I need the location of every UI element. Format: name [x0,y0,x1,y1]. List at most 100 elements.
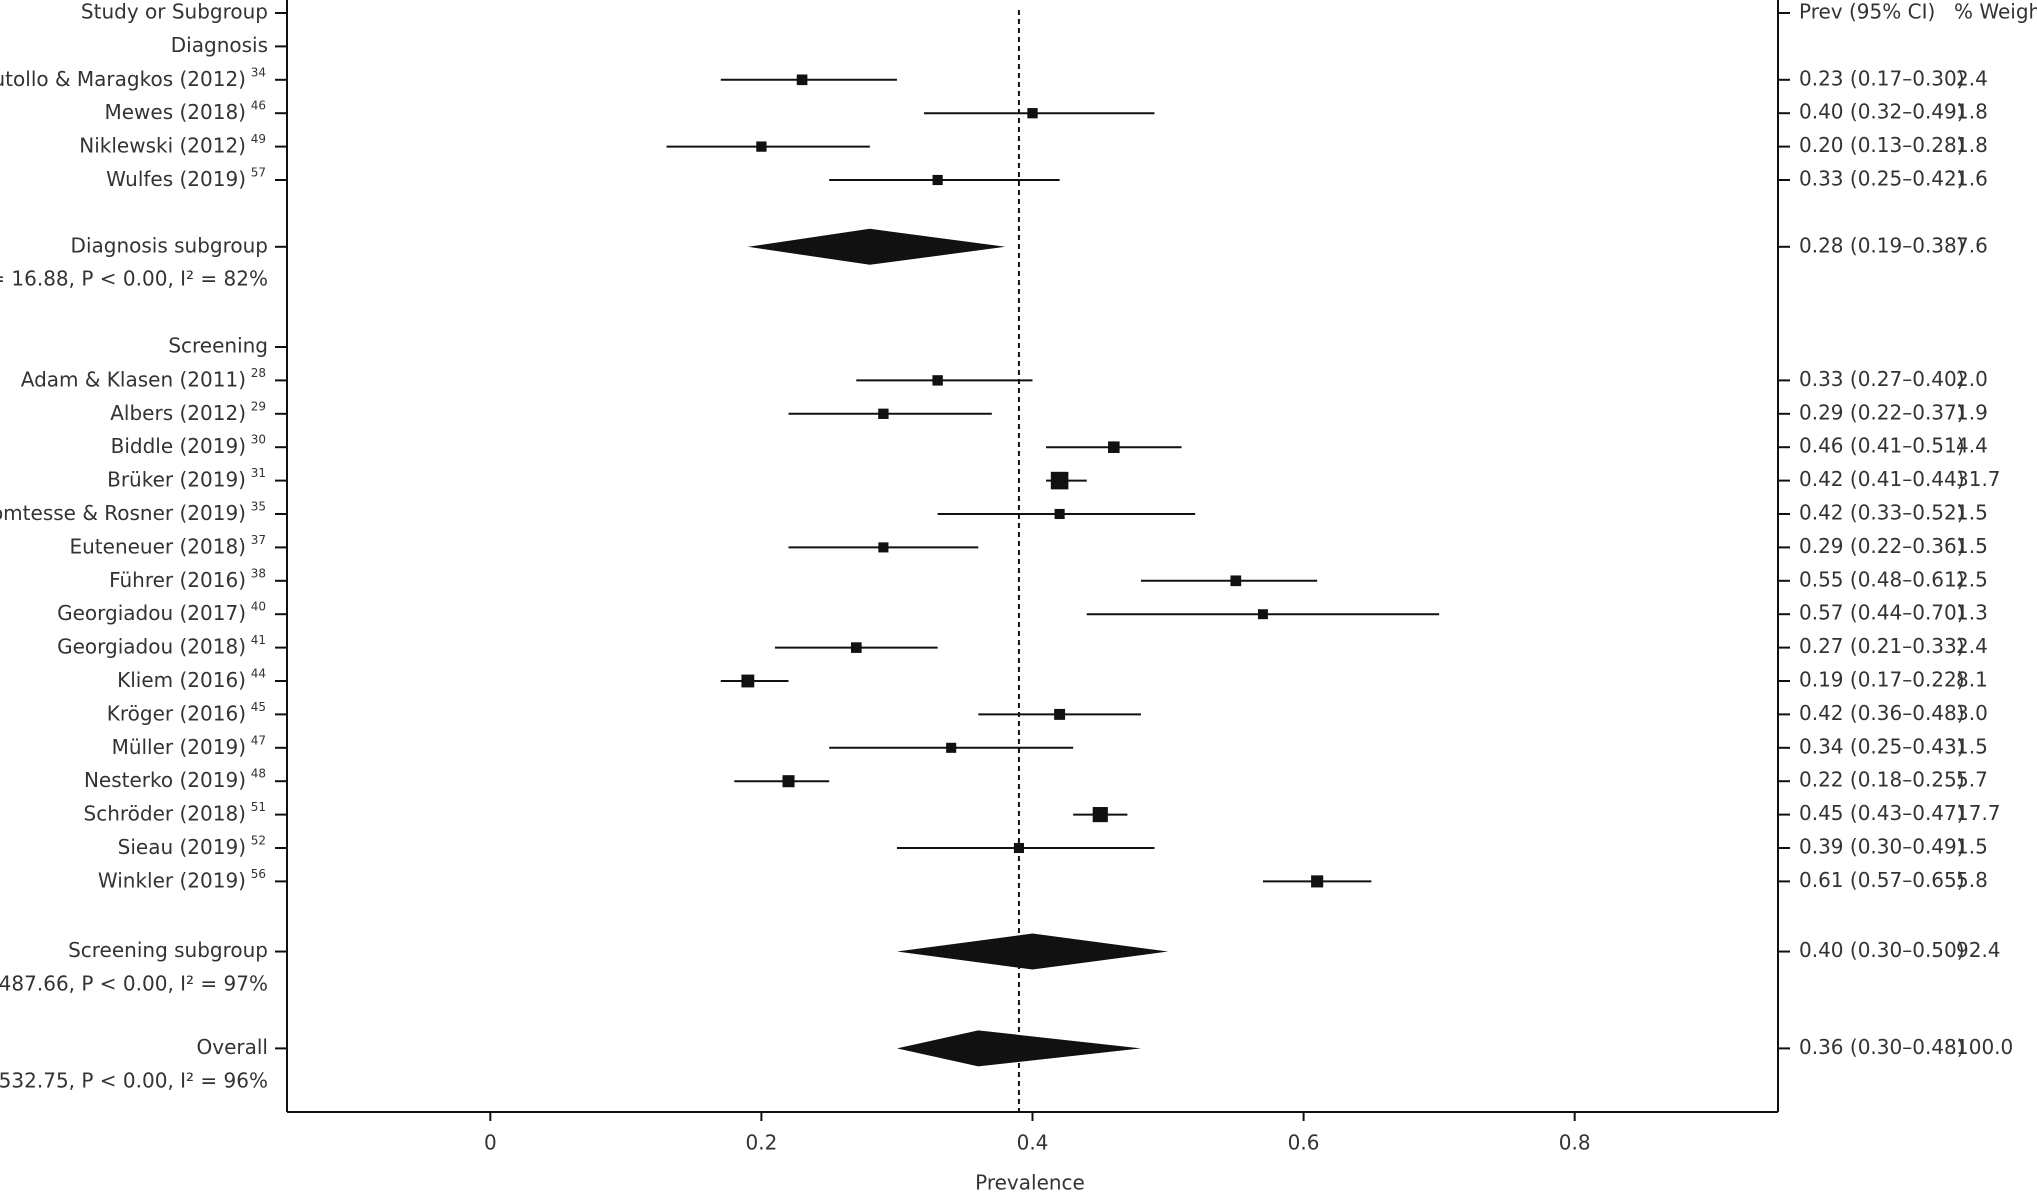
ci-label: 0.39 (0.30–0.49) [1799,835,1965,859]
weight-label: 2.4 [1956,66,1988,90]
study-name: Brüker (2019) [107,467,246,491]
weight-label: 4.4 [1956,434,1988,458]
ci-label: 0.34 (0.25–0.43) [1799,734,1965,758]
ci-label: 0.27 (0.21–0.33) [1799,634,1965,658]
study-name: Müller (2019) [112,734,246,758]
ci-label: 0.55 (0.48–0.61) [1799,567,1965,591]
ci-label: 0.22 (0.18–0.25) [1799,768,1965,792]
study-name: Winkler (2019) [98,868,246,892]
weight-label: 1.3 [1956,601,1988,625]
study-label: Georgiadou (2018) [57,634,246,658]
x-tick-label: 0.2 [746,1131,778,1155]
study-name: Euteneuer (2018) [69,534,246,558]
ci-label: 0.36 (0.30–0.48) [1799,1035,1965,1059]
study-label: Niklewski (2012) [79,133,246,157]
ci-label: 0.40 (0.32–0.49) [1799,100,1965,124]
weight-label: 31.7 [1956,467,2001,491]
study-square [1027,108,1038,119]
weight-label: 17.7 [1956,801,2001,825]
study-ref: 46 [251,99,266,113]
ci-label: 0.40 (0.30–0.50) [1799,938,1965,962]
study-label: Schröder (2018) [84,801,246,825]
study-square [1013,842,1024,854]
study-square [932,174,943,186]
study-ref: 29 [251,399,266,413]
x-tick-label: 0.6 [1288,1131,1320,1155]
study-square [1230,575,1242,587]
study-label: Euteneuer (2018) [69,534,246,558]
study-label: Kröger (2016) [107,701,246,725]
study-ref: 38 [251,566,266,580]
ci-label: 0.33 (0.27–0.40) [1799,367,1965,391]
weight-label: 2.4 [1956,634,1988,658]
study-name: Niklewski (2012) [79,133,246,157]
study-ref: 34 [251,65,266,79]
weight-label: 1.9 [1956,400,1988,424]
x-tick-label: 0.8 [1559,1131,1591,1155]
study-label: Nesterko (2019) [84,768,246,792]
weight-label: 1.8 [1956,133,1988,157]
study-square [741,674,755,688]
study-square [1050,471,1069,490]
heterogeneity-stat: Q = 16.88, P < 0.00, I² = 82% [0,267,268,291]
study-name: Führer (2016) [109,567,246,591]
weight-label: 5.7 [1956,768,1988,792]
ci-label: 0.42 (0.36–0.48) [1799,701,1965,725]
ci-label: 0.57 (0.44–0.70) [1799,601,1965,625]
group-label: Screening [168,334,268,358]
ci-label: 0.19 (0.17–0.22) [1799,668,1965,692]
study-square [850,642,862,653]
weight-label: 1.5 [1956,534,1988,558]
study-name: Biddle (2019) [111,434,246,458]
study-name: Wulfes (2019) [106,167,246,191]
study-square [1054,708,1066,720]
study-label: Comtesse & Rosner (2019) [0,501,246,525]
study-ref: 45 [251,700,266,714]
ci-label: 0.23 (0.17–0.30) [1799,66,1965,90]
weight-label: 8.1 [1956,668,1988,692]
study-name: Schröder (2018) [84,801,246,825]
ci-label: 0.61 (0.57–0.65) [1799,868,1965,892]
study-ref: 31 [251,466,266,480]
study-label: Winkler (2019) [98,868,246,892]
study-name: Adam & Klasen (2011) [21,367,246,391]
study-square [796,74,808,86]
study-ref: 28 [251,366,266,380]
ci-label: 0.20 (0.13–0.28) [1799,133,1965,157]
study-name: Sieau (2019) [118,835,246,859]
study-ref: 44 [251,667,266,681]
study-square [946,742,957,753]
heterogeneity-stat: Q = 532.75, P < 0.00, I² = 96% [0,1068,268,1092]
heterogeneity-stat: Q = 487.66, P < 0.00, I² = 97% [0,971,268,995]
study-name: Mewes (2018) [104,100,246,124]
study-label: Biddle (2019) [111,434,246,458]
weight-label: 1.5 [1956,734,1988,758]
study-square [878,542,889,553]
study-square [878,408,889,419]
study-ref: 47 [251,733,266,747]
ci-label: 0.45 (0.43–0.47) [1799,801,1965,825]
estimate-header: Prev (95% CI) [1799,0,1935,24]
x-axis-label: Prevalence [975,1171,1085,1195]
summary-diamond [747,228,1006,265]
column-header: Study or Subgroup [81,0,268,24]
weight-label: 1.5 [1956,501,1988,525]
study-ref: 37 [251,533,266,547]
weight-label: 2.0 [1956,367,1988,391]
study-label: Brüker (2019) [107,467,246,491]
study-name: Georgiadou (2017) [57,601,246,625]
weight-label: 1.5 [1956,835,1988,859]
study-label: Wulfes (2019) [106,167,246,191]
study-name: Kliem (2016) [117,668,246,692]
study-square [1257,609,1268,620]
study-name: Kröger (2016) [107,701,246,725]
x-tick-label: 0 [484,1131,497,1155]
study-name: Comtesse & Rosner (2019) [0,501,246,525]
ci-label: 0.42 (0.33–0.52) [1799,501,1965,525]
study-label: Sieau (2019) [118,835,246,859]
study-name: Nesterko (2019) [84,768,246,792]
weight-label: 100.0 [1956,1035,2013,1059]
weight-label: 1.6 [1956,167,1988,191]
weight-label: 1.8 [1956,100,1988,124]
summary-label: Overall [197,1035,268,1059]
